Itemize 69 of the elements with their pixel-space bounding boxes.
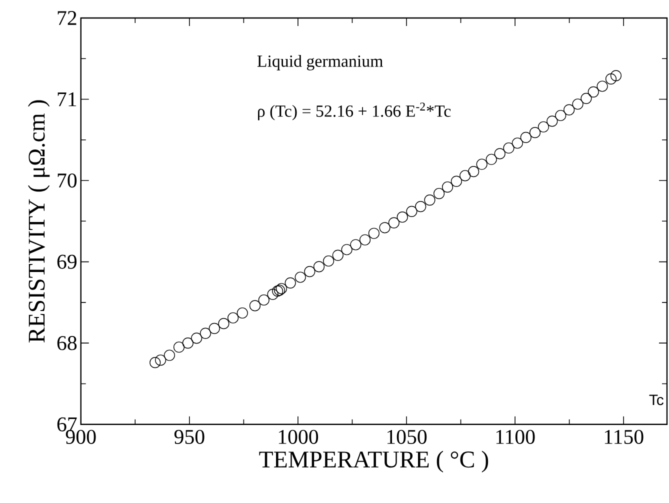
y-axis-title: RESISTIVITY ( μΩ.cm )	[28, 100, 50, 342]
point	[503, 142, 514, 154]
point	[434, 188, 445, 199]
point	[164, 350, 175, 361]
point	[596, 80, 608, 92]
point	[360, 234, 371, 246]
point	[267, 288, 278, 300]
point	[388, 217, 400, 228]
point	[406, 206, 418, 217]
point	[150, 356, 161, 368]
point	[228, 312, 239, 324]
point	[415, 200, 426, 212]
point	[304, 266, 316, 277]
point	[236, 307, 248, 318]
y-tick-label: 72	[58, 10, 76, 25]
point	[476, 158, 488, 170]
point	[218, 318, 230, 330]
point	[155, 354, 166, 366]
point	[379, 222, 390, 234]
y-tick-label: 68	[57, 336, 77, 350]
x-axis-title: TEMPERATURE ( °C )	[259, 450, 488, 472]
annotation: Tc	[649, 394, 664, 406]
point	[572, 98, 584, 110]
point	[396, 211, 408, 223]
point	[564, 104, 575, 116]
x-tick-label: 900	[66, 430, 96, 444]
x-tick-label: 1000	[278, 430, 318, 444]
x-tick-label: 1150	[604, 430, 644, 444]
point	[208, 322, 220, 334]
point	[368, 228, 380, 239]
point	[249, 300, 261, 312]
annotation: ρ (Tc) = 52.16 + 1.66 E$^{-2}$*Tc	[258, 102, 451, 120]
point	[588, 86, 599, 98]
point	[442, 181, 454, 192]
point	[284, 277, 296, 288]
point	[468, 166, 480, 178]
point	[258, 294, 270, 306]
point	[173, 341, 185, 353]
y-tick-label: 67	[57, 417, 77, 432]
point	[520, 132, 532, 143]
x-tick-label: 1100	[496, 430, 535, 444]
point	[182, 337, 194, 349]
point	[538, 121, 550, 132]
y-tick-label: 71	[58, 92, 76, 106]
point	[313, 261, 325, 272]
point	[610, 70, 622, 82]
point	[332, 250, 344, 261]
point	[555, 110, 566, 121]
point	[424, 194, 436, 206]
point	[350, 239, 362, 250]
point	[450, 176, 462, 187]
point	[294, 272, 306, 283]
x-tick-label: 950	[174, 430, 204, 444]
point	[546, 116, 558, 127]
point	[323, 255, 334, 266]
y-tick-label: 70	[58, 173, 77, 188]
point	[191, 332, 202, 344]
annotation: Liquid germanium	[257, 54, 383, 70]
point	[341, 244, 352, 256]
point	[580, 92, 592, 104]
x-tick-label: 1050	[387, 430, 427, 444]
point	[200, 328, 212, 339]
point	[512, 137, 523, 149]
point	[529, 126, 541, 138]
point	[486, 154, 497, 165]
y-tick-label: 69	[57, 254, 77, 269]
point	[494, 148, 506, 160]
point	[460, 170, 471, 182]
point	[605, 73, 617, 84]
